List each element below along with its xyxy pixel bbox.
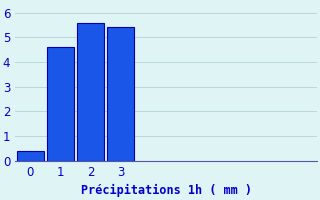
Bar [107, 27, 134, 161]
Bar [47, 47, 74, 161]
X-axis label: Précipitations 1h ( mm ): Précipitations 1h ( mm ) [81, 184, 252, 197]
Bar [77, 23, 104, 161]
Bar [17, 151, 44, 161]
